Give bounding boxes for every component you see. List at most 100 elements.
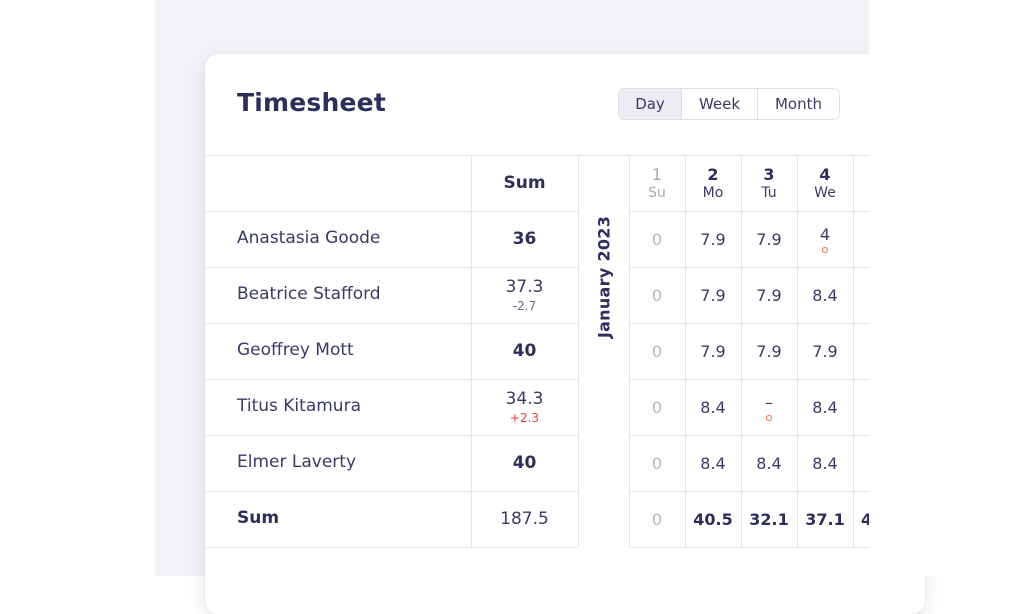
totals-cell: 4 <box>853 491 909 547</box>
totals-cell: 40.5 <box>685 491 741 547</box>
hours-cell[interactable]: 0 <box>629 211 685 267</box>
column-divider <box>629 155 630 547</box>
day-header-3: 3 Tu <box>741 155 797 211</box>
sum-value: 37.3 <box>505 277 544 297</box>
hours-value: 0 <box>651 285 663 305</box>
hours-cell[interactable]: 0 <box>629 435 685 491</box>
page-title: Timesheet <box>237 88 386 117</box>
totals-value: 40.5 <box>693 509 733 529</box>
hours-value: 7.9 <box>812 341 838 361</box>
column-divider <box>578 155 579 547</box>
row-divider <box>629 547 869 548</box>
employee-name[interactable]: Beatrice Stafford <box>237 284 381 304</box>
hours-value: – <box>765 393 773 412</box>
month-column: January 2023 <box>578 155 630 547</box>
totals-value: 32.1 <box>749 509 789 529</box>
day-of-week: We <box>814 185 836 201</box>
totals-sum: 187.5 <box>471 491 578 547</box>
hours-cell[interactable]: 7.9 <box>685 267 741 323</box>
row-divider <box>629 491 869 492</box>
employee-name[interactable]: Geoffrey Mott <box>237 340 354 360</box>
hours-value: 8.4 <box>812 453 838 473</box>
totals-cell: 32.1 <box>741 491 797 547</box>
sum-value: 34.3 <box>505 389 544 409</box>
totals-label: Sum <box>237 508 280 528</box>
hours-value: 0 <box>651 397 663 417</box>
day-header-1: 1 Su <box>629 155 685 211</box>
hours-cell[interactable]: 7.9 <box>797 323 853 379</box>
hours-cell[interactable]: 8.4 <box>741 435 797 491</box>
month-label: January 2023 <box>594 215 614 339</box>
timesheet-card <box>205 54 925 614</box>
hours-value: 7.9 <box>700 341 726 361</box>
hours-value: 0 <box>651 229 663 249</box>
employee-sum: 37.3 -2.7 <box>471 267 578 323</box>
column-divider <box>797 155 798 547</box>
hours-cell[interactable]: 4 <box>797 211 853 267</box>
hours-value: 4 <box>819 225 831 244</box>
totals-cell: 37.1 <box>797 491 853 547</box>
totals-value: 4 <box>861 509 873 529</box>
employee-name[interactable]: Titus Kitamura <box>237 396 361 416</box>
hours-cell[interactable]: 0 <box>629 379 685 435</box>
row-divider <box>205 491 578 492</box>
hours-cell[interactable]: 7.9 <box>685 323 741 379</box>
hours-cell[interactable]: 0 <box>629 267 685 323</box>
sum-value: 40 <box>512 341 537 361</box>
hours-value: 7.9 <box>700 229 726 249</box>
employee-name[interactable]: Elmer Laverty <box>237 452 356 472</box>
hours-cell[interactable]: 8.4 <box>797 267 853 323</box>
hours-cell[interactable]: 7.9 <box>741 267 797 323</box>
column-divider <box>471 155 472 547</box>
sum-column-header: Sum <box>503 173 546 193</box>
hours-cell[interactable]: 8.4 <box>685 435 741 491</box>
hours-value: 8.4 <box>756 453 782 473</box>
day-number: 4 <box>819 165 831 184</box>
row-divider <box>205 547 578 548</box>
row-divider <box>629 379 869 380</box>
row-divider <box>205 435 578 436</box>
totals-value: 37.1 <box>805 509 845 529</box>
view-day-button[interactable]: Day <box>619 89 681 119</box>
row-divider <box>205 211 578 212</box>
view-week-button[interactable]: Week <box>681 89 757 119</box>
hours-value: 0 <box>651 453 663 473</box>
view-month-button[interactable]: Month <box>757 89 839 119</box>
day-number: 2 <box>707 165 719 184</box>
day-of-week: Mo <box>702 185 724 201</box>
sum-delta: -2.7 <box>512 299 537 313</box>
row-divider <box>205 323 578 324</box>
hours-cell[interactable]: 7.9 <box>741 323 797 379</box>
hours-cell[interactable]: 8.4 <box>797 379 853 435</box>
hours-cell[interactable]: 7.9 <box>741 211 797 267</box>
hours-value: 0 <box>651 341 663 361</box>
employee-sum: 40 <box>471 435 578 491</box>
hours-value: 7.9 <box>756 285 782 305</box>
hours-cell[interactable]: 7.9 <box>685 211 741 267</box>
warning-dot-icon <box>766 415 772 421</box>
row-divider <box>629 211 869 212</box>
day-number: 1 <box>651 165 663 184</box>
row-divider <box>629 435 869 436</box>
row-divider <box>205 379 578 380</box>
day-header-4: 4 We <box>797 155 853 211</box>
row-divider <box>629 267 869 268</box>
warning-dot-icon <box>822 247 828 253</box>
hours-cell[interactable]: 8.4 <box>685 379 741 435</box>
hours-cell[interactable]: 0 <box>629 323 685 379</box>
hours-value: 8.4 <box>812 397 838 417</box>
hours-cell[interactable]: 8.4 <box>797 435 853 491</box>
column-divider <box>741 155 742 547</box>
day-header-2: 2 Mo <box>685 155 741 211</box>
table-top-border <box>205 155 869 156</box>
day-of-week: Tu <box>761 185 777 201</box>
hours-value: 7.9 <box>700 285 726 305</box>
hours-cell[interactable]: – <box>741 379 797 435</box>
sum-delta: +2.3 <box>509 411 540 425</box>
hours-value: 8.4 <box>812 285 838 305</box>
employee-sum: 34.3 +2.3 <box>471 379 578 435</box>
employee-name[interactable]: Anastasia Goode <box>237 228 381 248</box>
day-of-week: Su <box>648 185 666 201</box>
hours-value: 8.4 <box>700 397 726 417</box>
column-divider <box>853 155 854 547</box>
